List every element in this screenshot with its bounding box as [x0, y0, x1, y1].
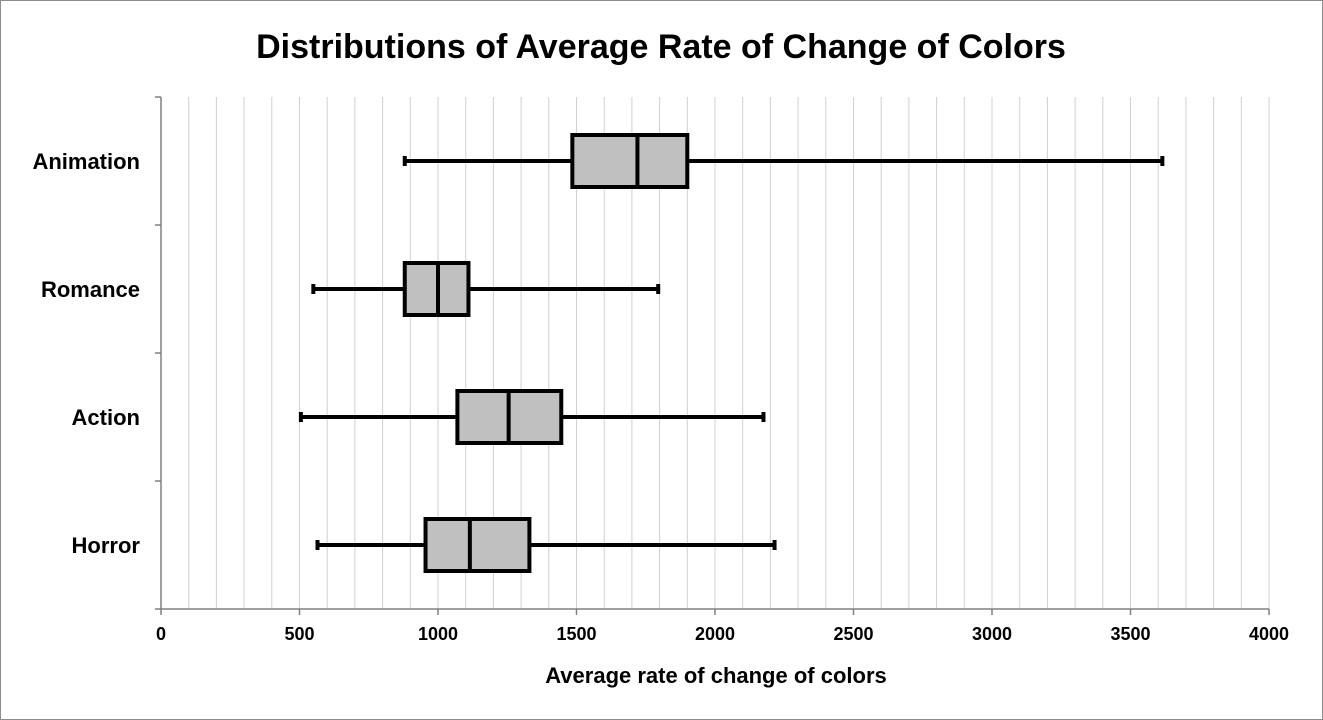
x-tick-label-3000: 3000	[972, 624, 1012, 644]
box-horror	[315, 517, 777, 573]
category-label-romance: Romance	[41, 277, 140, 302]
grid-lines	[188, 97, 1270, 609]
box-animation	[402, 133, 1165, 189]
x-tick-label-500: 500	[284, 624, 314, 644]
category-label-animation: Animation	[32, 149, 140, 174]
x-tick-label-0: 0	[156, 624, 166, 644]
x-tick-label-1500: 1500	[556, 624, 596, 644]
x-tick-label-4000: 4000	[1249, 624, 1289, 644]
x-tick-label-1000: 1000	[418, 624, 458, 644]
axes	[155, 96, 1270, 615]
chart-title: Distributions of Average Rate of Change …	[256, 28, 1066, 66]
box-iqr	[570, 133, 690, 189]
box-action	[298, 389, 766, 445]
x-tick-label-3500: 3500	[1110, 624, 1150, 644]
category-label-horror: Horror	[72, 533, 141, 558]
x-tick-label-2500: 2500	[833, 624, 873, 644]
box-romance	[311, 261, 661, 317]
x-tick-label-2000: 2000	[695, 624, 735, 644]
axis-labels: 0 500 1000 1500 2000 2500 3000 3500 4000 Animatio…	[32, 149, 1289, 644]
category-label-action: Action	[72, 405, 140, 430]
box-iqr	[423, 517, 532, 573]
box-plots	[298, 133, 1165, 573]
x-axis-title: Average rate of change of colors	[545, 663, 887, 688]
